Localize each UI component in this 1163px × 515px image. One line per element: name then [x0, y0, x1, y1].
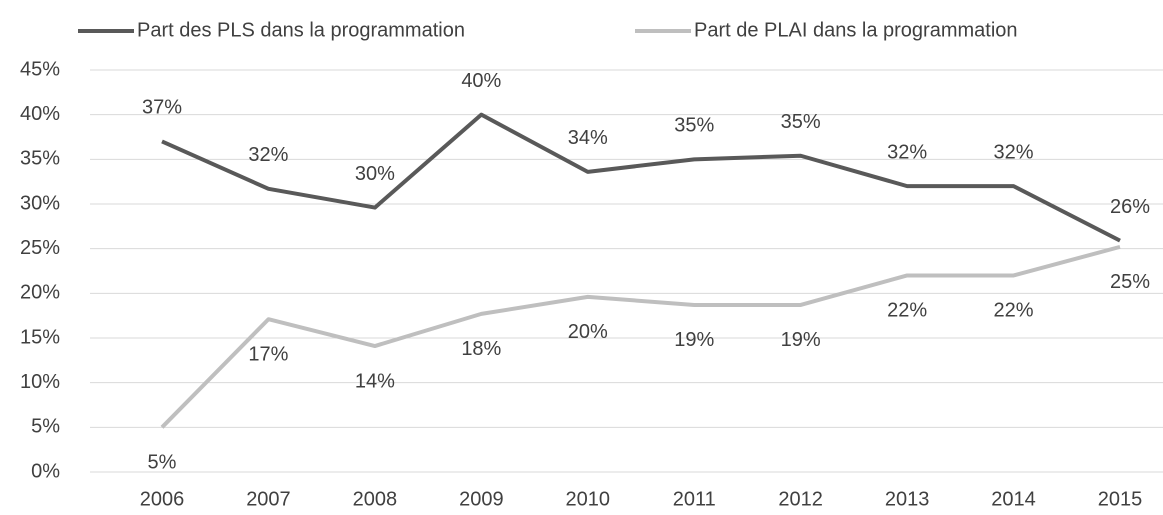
- y-tick-label: 45%: [20, 58, 60, 80]
- legend-label: Part des PLS dans la programmation: [137, 19, 465, 41]
- y-tick-label: 25%: [20, 237, 60, 259]
- y-tick-label: 5%: [31, 416, 60, 438]
- data-label: 19%: [674, 329, 714, 351]
- y-tick-label: 35%: [20, 148, 60, 170]
- y-tick-label: 40%: [20, 103, 60, 125]
- legend-label: Part de PLAI dans la programmation: [694, 19, 1018, 41]
- data-label: 40%: [461, 70, 501, 92]
- x-tick-label: 2007: [246, 488, 291, 510]
- data-label: 35%: [674, 115, 714, 137]
- data-label: 32%: [994, 141, 1034, 163]
- x-tick-label: 2008: [353, 488, 398, 510]
- y-tick-label: 30%: [20, 192, 60, 214]
- data-label: 18%: [461, 338, 501, 360]
- data-label: 32%: [248, 144, 288, 166]
- y-tick-label: 10%: [20, 371, 60, 393]
- data-label: 22%: [994, 300, 1034, 322]
- x-tick-label: 2009: [459, 488, 504, 510]
- data-label: 30%: [355, 163, 395, 185]
- data-label: 25%: [1110, 271, 1150, 293]
- x-tick-label: 2015: [1098, 488, 1143, 510]
- y-tick-label: 15%: [20, 326, 60, 348]
- series-line: [160, 244, 1121, 429]
- x-tick-label: 2006: [140, 488, 185, 510]
- x-tick-label: 2014: [991, 488, 1036, 510]
- x-tick-label: 2011: [673, 488, 716, 510]
- y-tick-label: 0%: [31, 460, 60, 482]
- series-line: [161, 112, 1121, 243]
- data-label: 32%: [887, 141, 927, 163]
- y-tick-label: 20%: [20, 282, 60, 304]
- data-label: 19%: [781, 329, 821, 351]
- x-tick-label: 2013: [885, 488, 930, 510]
- data-label: 34%: [568, 127, 608, 149]
- data-label: 22%: [887, 300, 927, 322]
- data-label: 5%: [148, 452, 177, 474]
- data-label: 37%: [142, 97, 182, 119]
- data-label: 20%: [568, 321, 608, 343]
- data-label: 17%: [248, 344, 288, 366]
- x-tick-label: 2010: [566, 488, 611, 510]
- x-tick-label: 2012: [778, 488, 823, 510]
- data-label: 35%: [781, 111, 821, 133]
- data-label: 14%: [355, 370, 395, 392]
- data-label: 26%: [1110, 196, 1150, 218]
